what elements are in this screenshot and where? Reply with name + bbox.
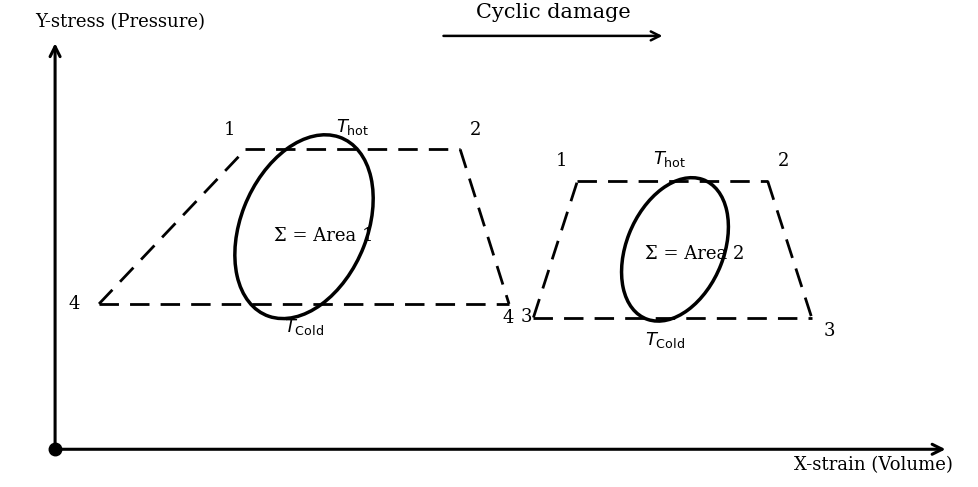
- Text: $T_{\mathrm{Cold}}$: $T_{\mathrm{Cold}}$: [284, 317, 324, 337]
- Text: 4: 4: [68, 295, 79, 313]
- Text: 1: 1: [556, 152, 567, 170]
- Text: $T_{\mathrm{hot}}$: $T_{\mathrm{hot}}$: [652, 149, 687, 169]
- Text: Σ = Area 2: Σ = Area 2: [645, 245, 743, 263]
- Text: 3: 3: [822, 322, 834, 340]
- Text: X-strain (Volume): X-strain (Volume): [793, 456, 953, 474]
- Text: 2: 2: [469, 121, 481, 139]
- Text: 2: 2: [777, 152, 788, 170]
- Text: $T_{\mathrm{Cold}}$: $T_{\mathrm{Cold}}$: [645, 330, 685, 350]
- Text: $T_{\mathrm{hot}}$: $T_{\mathrm{hot}}$: [335, 117, 369, 137]
- Text: Cyclic damage: Cyclic damage: [475, 3, 630, 22]
- Text: 1: 1: [224, 121, 236, 139]
- Text: 3: 3: [520, 308, 532, 326]
- Text: 4: 4: [502, 309, 513, 327]
- Text: Σ = Area 1: Σ = Area 1: [274, 227, 373, 245]
- Text: Y-stress (Pressure): Y-stress (Pressure): [35, 13, 205, 31]
